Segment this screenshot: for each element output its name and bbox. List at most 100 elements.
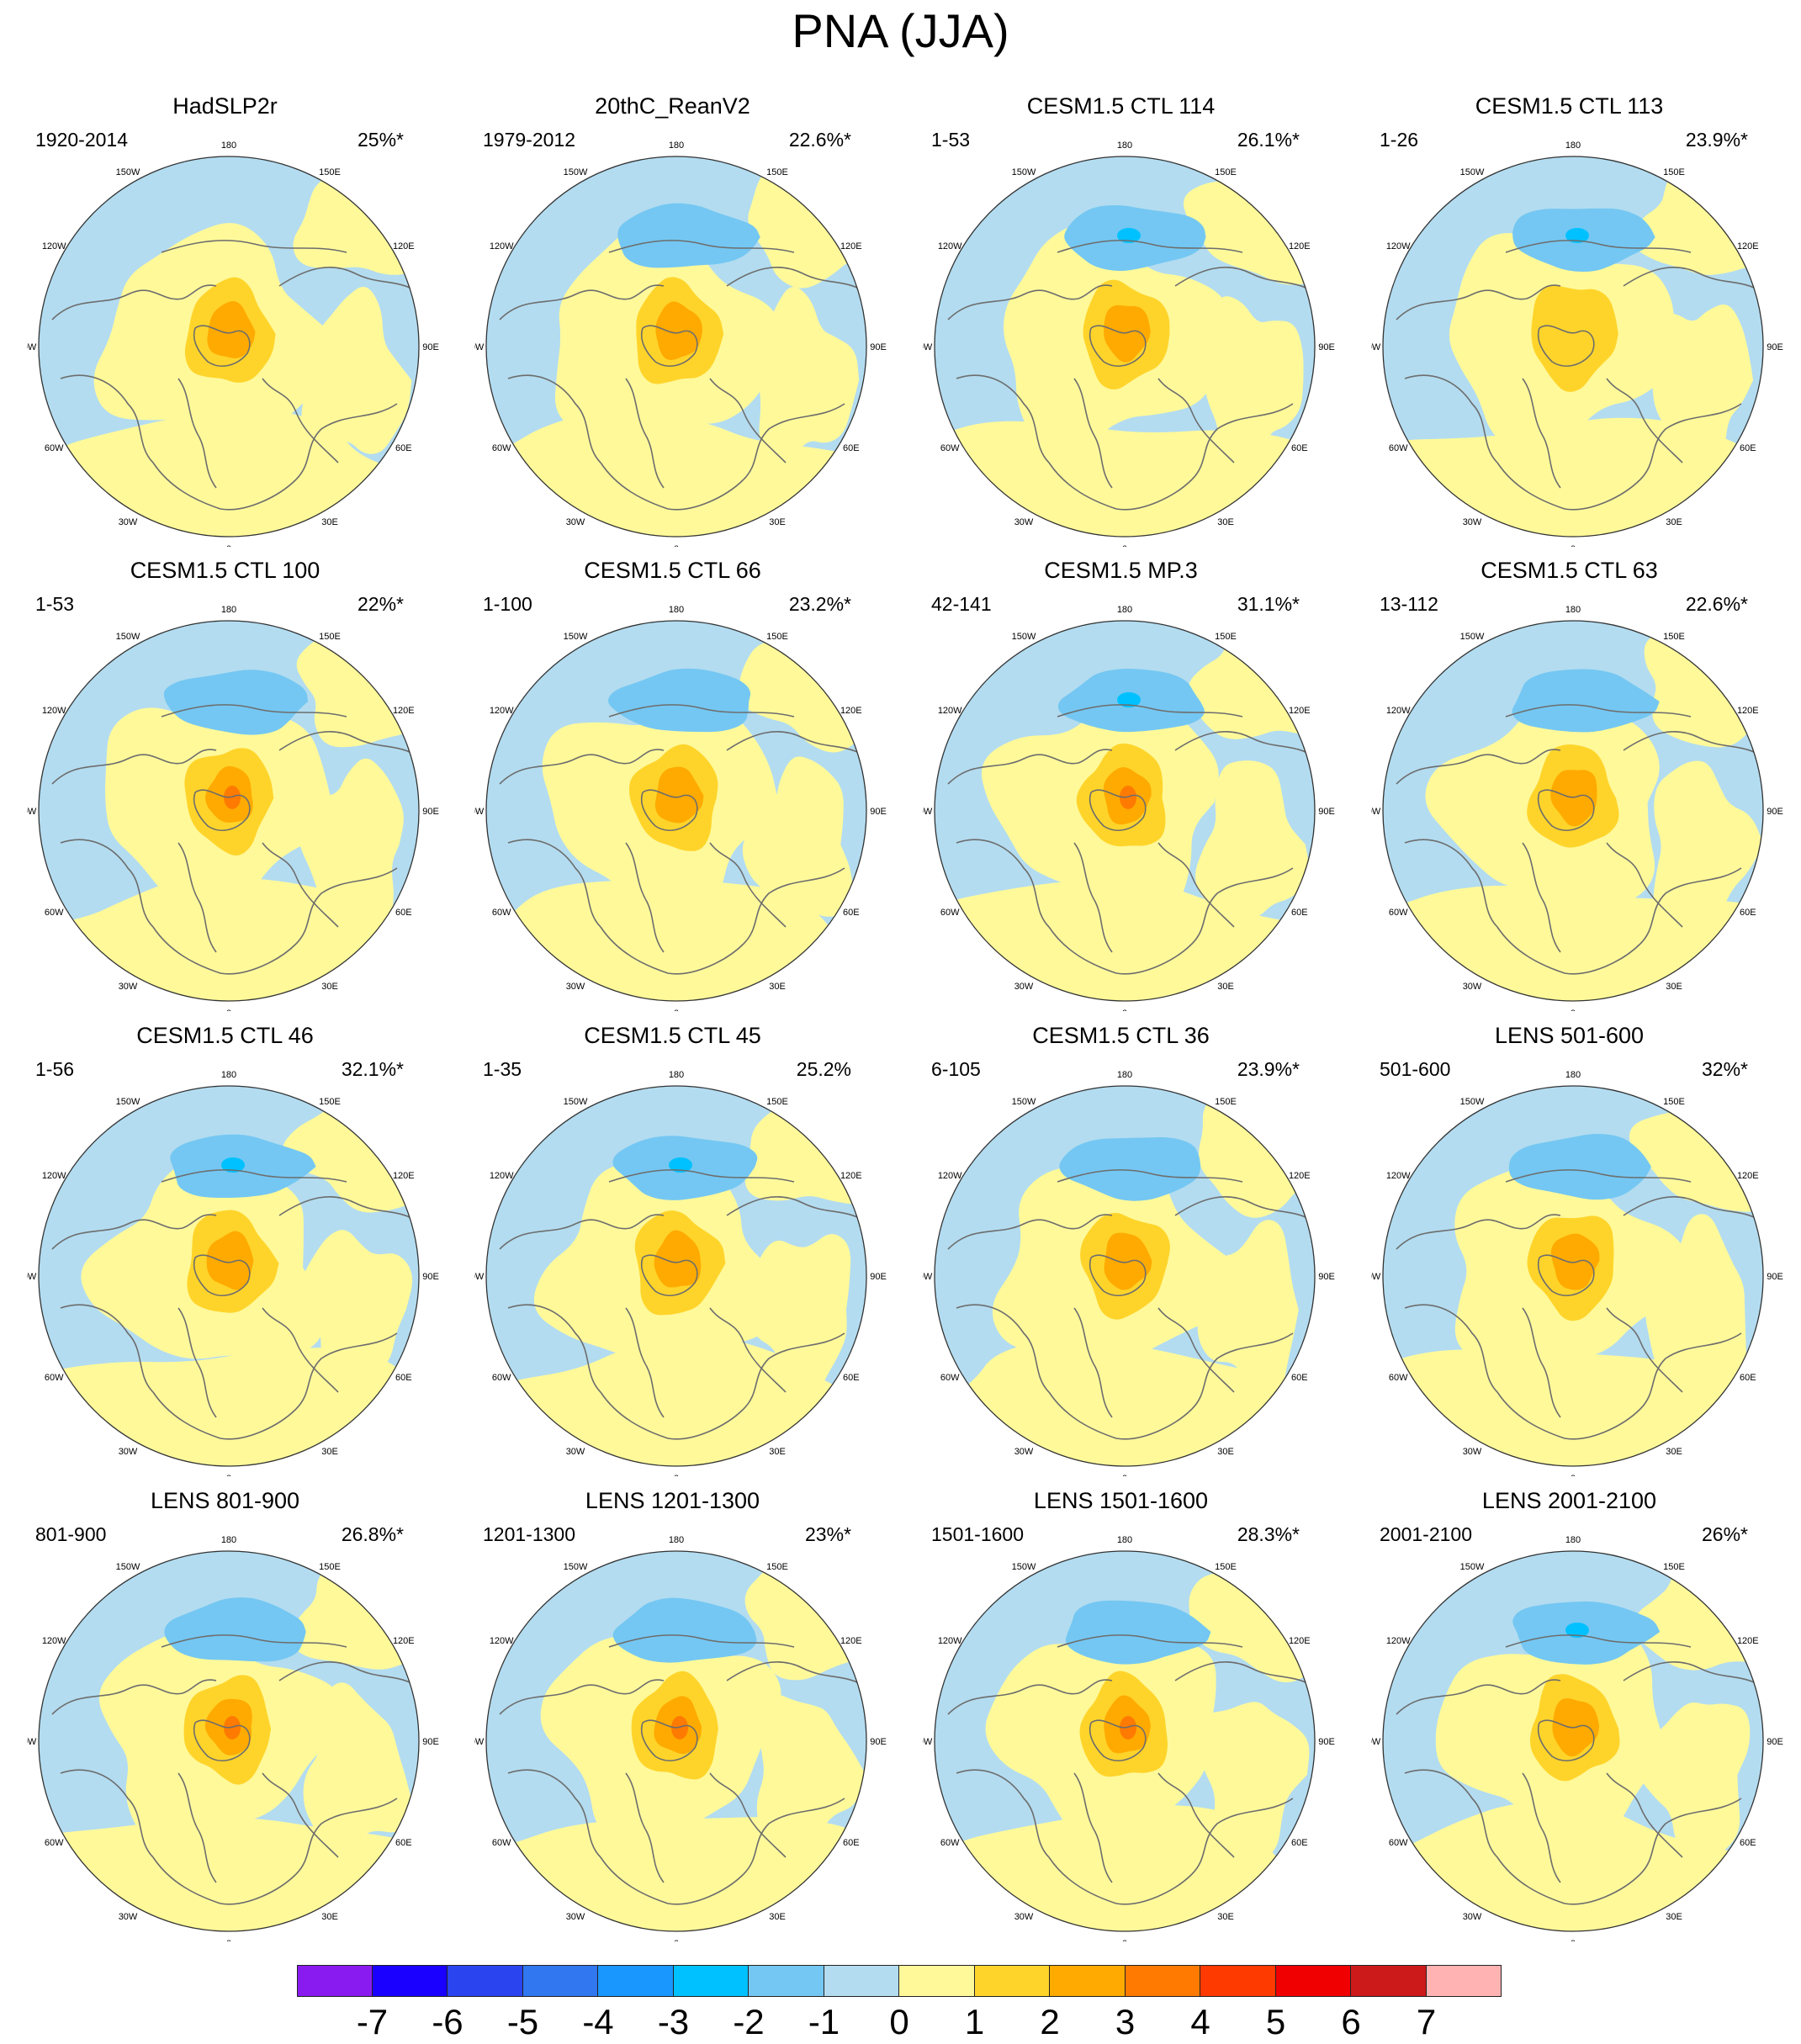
longitude-label: 150W xyxy=(1460,1562,1485,1572)
coastline xyxy=(193,1719,251,1761)
longitude-label: 150E xyxy=(1663,1562,1685,1572)
panel-title: CESM1.5 CTL 113 xyxy=(1475,93,1664,119)
positive-anomaly-region xyxy=(1645,1214,1747,1387)
longitude-label: 60W xyxy=(492,1373,511,1383)
panel-period: 1979-2012 xyxy=(483,129,575,151)
coastline xyxy=(1057,1634,1243,1648)
polar-map-svg: 180 150E 120E 90E 60E 30E 0 30W 60W 90W 120W 150W xyxy=(474,605,887,1011)
panel-period: 1501-1600 xyxy=(931,1523,1024,1545)
polar-map-svg: 180 150E 120E 90E 60E 30E 0 30W 60W 90W 120W 150W xyxy=(923,1535,1335,1941)
coastline xyxy=(1048,926,1193,975)
coastline xyxy=(625,842,665,953)
colorbar-tick-label: 5 xyxy=(1265,2002,1286,2041)
colorbar-tick-label: -2 xyxy=(733,2002,765,2041)
map-boundary xyxy=(38,620,420,1002)
longitude-label: 180 xyxy=(221,605,236,615)
map-boundary xyxy=(38,1085,420,1467)
polar-map: 180 150E 120E 90E 60E 30E 0 30W 60W 90W 120W 150W xyxy=(27,590,448,1011)
longitude-label: 120W xyxy=(42,706,66,716)
negative-anomaly-center xyxy=(1065,1600,1211,1665)
map-boundary xyxy=(38,156,420,537)
polar-map: 180 150E 120E 90E 60E 30E 0 30W 60W 90W 120W 150W xyxy=(1371,1521,1792,1941)
positive-anomaly-region xyxy=(1383,885,1763,1001)
longitude-label: 90W xyxy=(474,1272,485,1282)
positive-anomaly-region xyxy=(39,1817,419,1931)
coastline xyxy=(1048,1391,1193,1440)
coastline xyxy=(956,1304,1050,1393)
longitude-label: 60W xyxy=(492,908,511,918)
coastline xyxy=(608,240,795,253)
longitude-label: 120E xyxy=(840,706,862,716)
map-boundary xyxy=(485,156,867,537)
coastline xyxy=(1396,1214,1561,1250)
coastline xyxy=(1089,1719,1147,1761)
negative-anomaly-core xyxy=(669,1157,692,1173)
longitude-label: 120E xyxy=(1289,1636,1311,1646)
panel-period: 6-105 xyxy=(931,1058,981,1080)
longitude-label: 30E xyxy=(1217,982,1234,992)
longitude-label: 30E xyxy=(1217,1447,1234,1457)
colorbar-tick-label: -3 xyxy=(657,2002,690,2041)
panel-variance-percent: 28.3%* xyxy=(1237,1523,1300,1545)
longitude-label: 60W xyxy=(1389,1838,1408,1848)
longitude-label: 60E xyxy=(843,1838,860,1848)
colorbar-swatch xyxy=(372,1965,448,1997)
panel-period: 1-56 xyxy=(35,1058,75,1080)
negative-anomaly-center xyxy=(1508,1134,1651,1200)
longitude-label: 150W xyxy=(1460,1097,1485,1107)
coastline xyxy=(499,1214,665,1250)
longitude-label: 0 xyxy=(226,1939,231,1941)
longitude-label: 150W xyxy=(116,632,140,642)
longitude-label: 120E xyxy=(1737,706,1759,716)
map-panel: CESM1.5 MP.3 42-141 31.1%* 180 150E 120E 90E 60… xyxy=(896,557,1346,1021)
map-boundary xyxy=(934,156,1316,537)
map-panel: LENS 501-600 501-600 32%* 180 150E 120E 90E 60E… xyxy=(1344,1022,1794,1486)
coastline xyxy=(152,462,297,511)
coastline xyxy=(507,1769,601,1858)
coastline xyxy=(743,403,845,480)
longitude-label: 150E xyxy=(766,1097,788,1107)
panel-variance-percent: 22.6%* xyxy=(788,129,851,151)
panel-period: 1-100 xyxy=(483,593,532,615)
polar-map-svg: 180 150E 120E 90E 60E 30E 0 30W 60W 90W 120W 150W xyxy=(923,1070,1335,1476)
map-boundary xyxy=(1382,156,1764,537)
coastline xyxy=(193,325,251,367)
coastline xyxy=(743,867,845,945)
coastline xyxy=(1639,867,1742,945)
colorbar-tick-label: 7 xyxy=(1416,2002,1437,2041)
longitude-label: 180 xyxy=(221,140,236,151)
panel-title: HadSLP2r xyxy=(172,93,278,119)
longitude-label: 0 xyxy=(674,544,679,547)
longitude-label: 90E xyxy=(1318,342,1335,352)
longitude-label: 90W xyxy=(474,807,485,817)
longitude-label: 30E xyxy=(1666,1447,1682,1457)
colorbar-swatch xyxy=(1275,1965,1351,1997)
positive-anomaly-region xyxy=(293,156,419,275)
coastline xyxy=(1639,403,1742,480)
coastline xyxy=(1057,240,1243,253)
longitude-label: 90W xyxy=(1371,1272,1381,1282)
polar-map: 180 150E 120E 90E 60E 30E 0 30W 60W 90W 120W 150W xyxy=(923,1521,1343,1941)
coastline xyxy=(60,1304,154,1393)
longitude-label: 120E xyxy=(1737,1636,1759,1646)
longitude-label: 0 xyxy=(1122,1009,1127,1011)
longitude-label: 150W xyxy=(1012,167,1036,177)
coastline xyxy=(499,284,665,320)
polar-map-svg: 180 150E 120E 90E 60E 30E 0 30W 60W 90W 120W 150W xyxy=(923,605,1335,1011)
panel-title: CESM1.5 MP.3 xyxy=(1044,558,1198,583)
coastline xyxy=(1537,1254,1595,1296)
figure-title: PNA (JJA) xyxy=(792,4,1009,57)
coastline xyxy=(1505,704,1692,718)
longitude-label: 0 xyxy=(1122,1939,1127,1941)
coastlines xyxy=(947,1169,1315,1440)
longitude-label: 120E xyxy=(840,1171,862,1181)
coastline xyxy=(709,1307,787,1393)
coastline xyxy=(51,1679,217,1715)
longitude-label: 120E xyxy=(393,1636,415,1646)
coastline xyxy=(608,1634,795,1648)
longitude-label: 150W xyxy=(116,167,140,177)
panel-period: 42-141 xyxy=(931,593,992,615)
longitude-label: 30W xyxy=(1014,982,1034,992)
longitude-label: 90E xyxy=(1767,1737,1783,1747)
longitude-label: 60E xyxy=(1291,1838,1308,1848)
